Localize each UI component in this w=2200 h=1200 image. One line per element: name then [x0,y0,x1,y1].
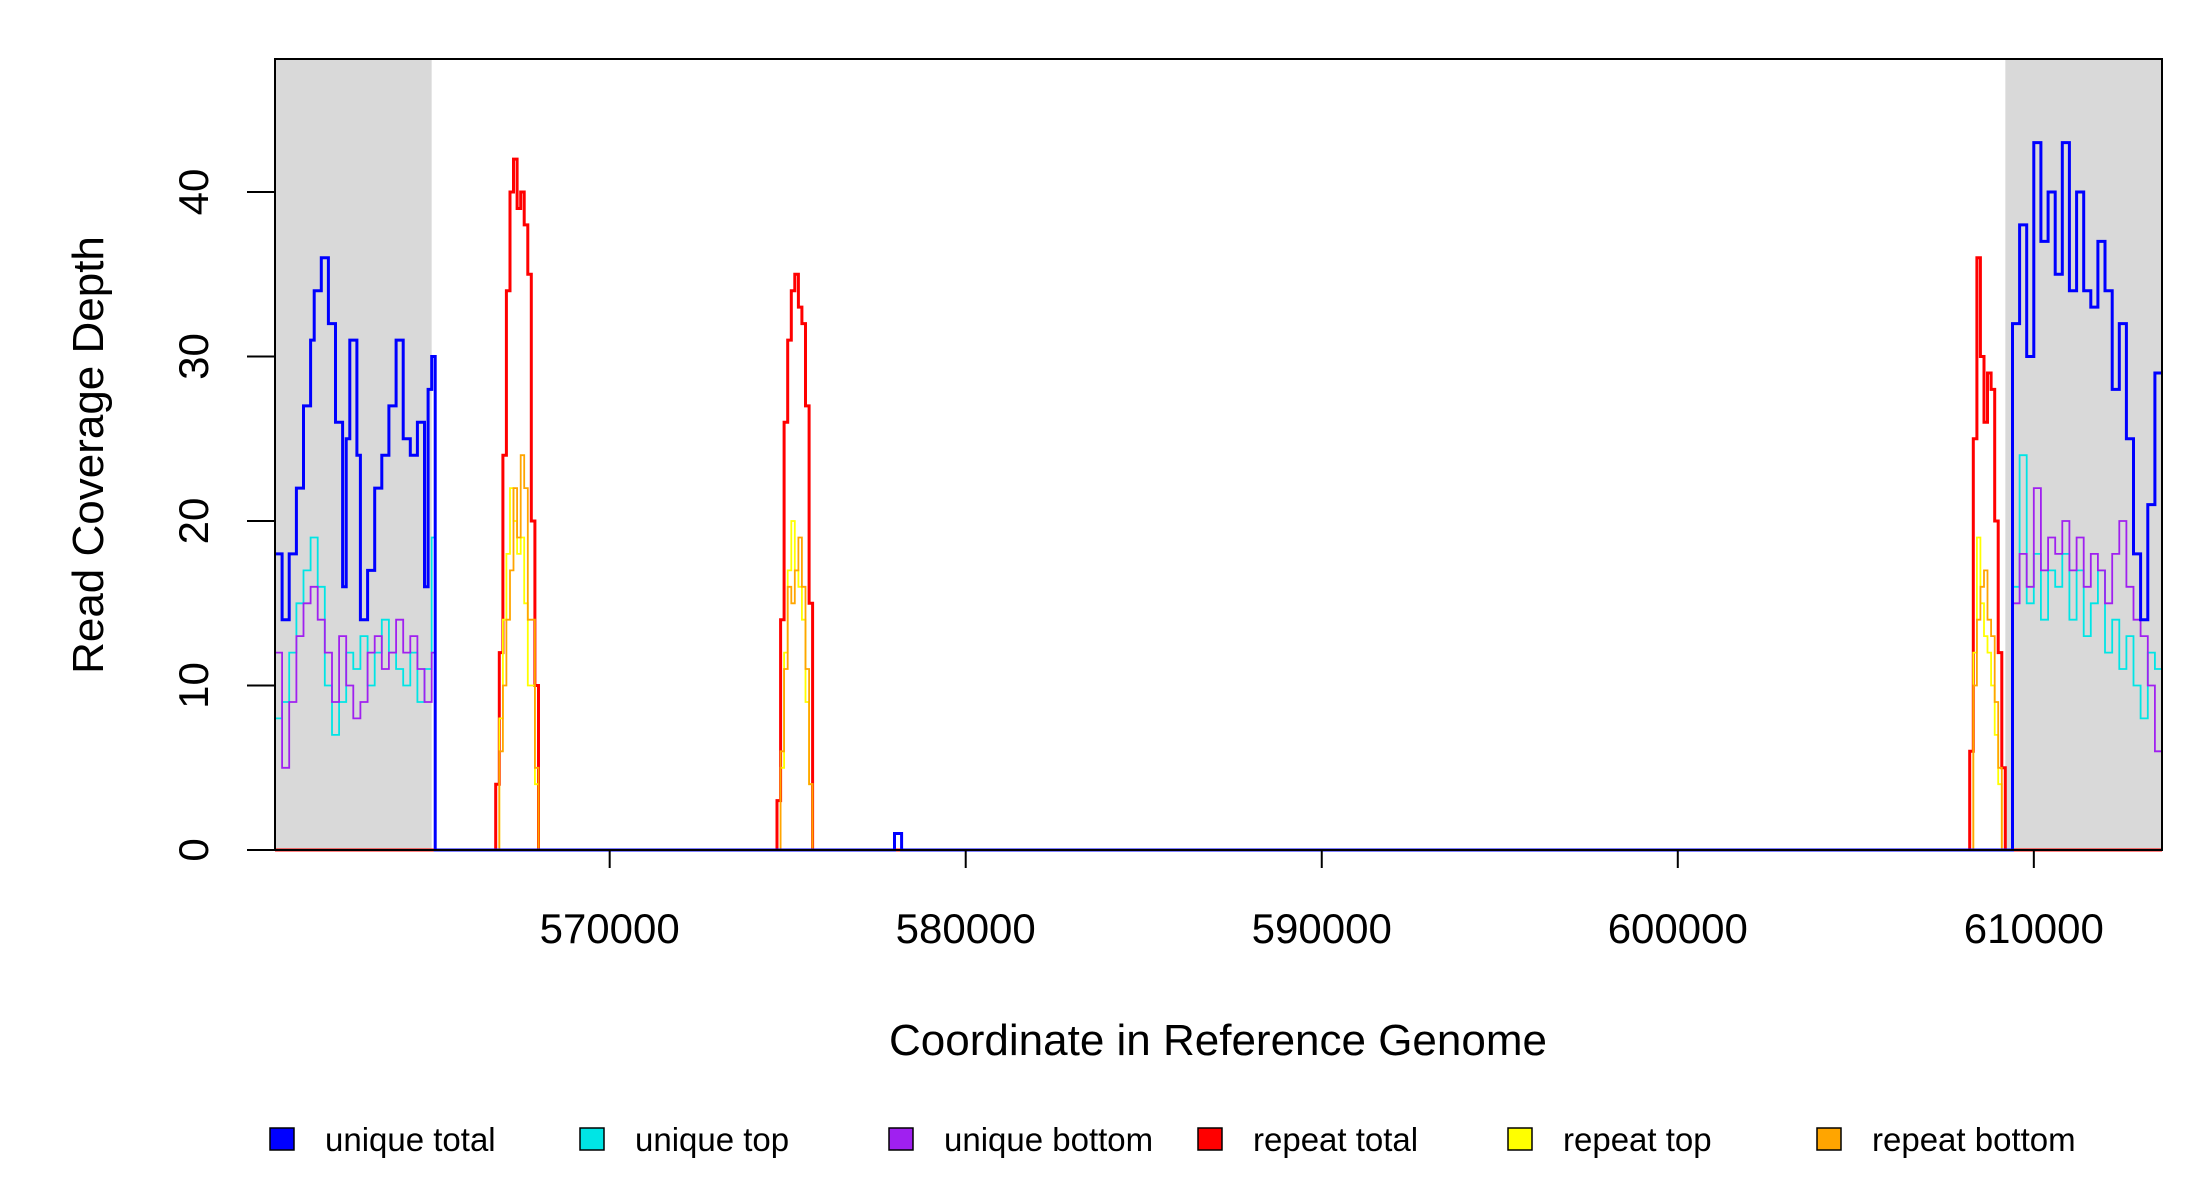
legend-label-unique-bottom: unique bottom [944,1121,1153,1158]
shaded-regions [275,59,2162,850]
x-tick-label: 600000 [1608,905,1748,952]
legend-swatch-unique-total [269,1127,295,1151]
series-unique-total [275,141,2162,852]
y-tick-label: 40 [170,169,217,216]
series-unique-top [275,454,2162,851]
legend-label-repeat-bottom: repeat bottom [1872,1121,2076,1158]
shaded-region-1 [275,59,432,850]
y-tick-label: 0 [170,838,217,861]
x-tick-label: 570000 [540,905,680,952]
legend-label-repeat-total: repeat total [1253,1121,1418,1158]
x-axis: 570000 580000 590000 600000 610000 [540,850,2104,952]
x-axis-title: Coordinate in Reference Genome [889,1016,1547,1065]
y-tick-label: 30 [170,333,217,380]
plot-frame [274,58,2163,851]
x-tick-label: 610000 [1964,905,2104,952]
series-unique-bottom [275,487,2162,851]
legend-swatch-unique-bottom [888,1127,914,1151]
legend-label-unique-total: unique total [325,1121,496,1158]
legend-swatch-repeat-total [1197,1127,1223,1151]
y-axis-title: Read Coverage Depth [64,236,113,674]
series-repeat-top [275,487,2162,851]
series-repeat-bottom [275,454,2162,851]
legend-label-repeat-top: repeat top [1563,1121,1712,1158]
legend-swatch-repeat-bottom [1816,1127,1842,1151]
x-tick-label: 580000 [896,905,1036,952]
x-tick-label: 590000 [1252,905,1392,952]
legend-swatch-repeat-top [1507,1127,1533,1151]
legend: unique total unique top unique bottom repea… [269,1121,2076,1158]
series-lines [275,141,2162,852]
y-axis: 0 10 20 30 40 [170,169,275,862]
y-tick-label: 10 [170,662,217,709]
series-repeat-total [275,157,2162,852]
legend-label-unique-top: unique top [635,1121,789,1158]
y-tick-label: 20 [170,498,217,545]
shaded-region-2 [2005,59,2162,850]
legend-swatch-unique-top [579,1127,605,1151]
